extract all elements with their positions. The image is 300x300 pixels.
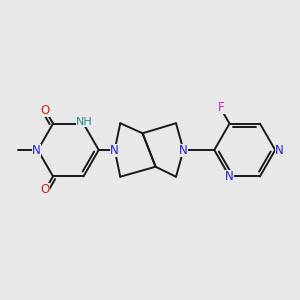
Text: O: O — [40, 103, 50, 117]
Text: N: N — [32, 143, 41, 157]
Text: NH: NH — [76, 117, 93, 127]
Text: O: O — [40, 183, 50, 196]
Text: N: N — [110, 143, 119, 157]
Text: N: N — [225, 170, 234, 183]
Text: F: F — [218, 101, 225, 114]
Text: N: N — [179, 143, 188, 157]
Text: N: N — [274, 143, 283, 157]
